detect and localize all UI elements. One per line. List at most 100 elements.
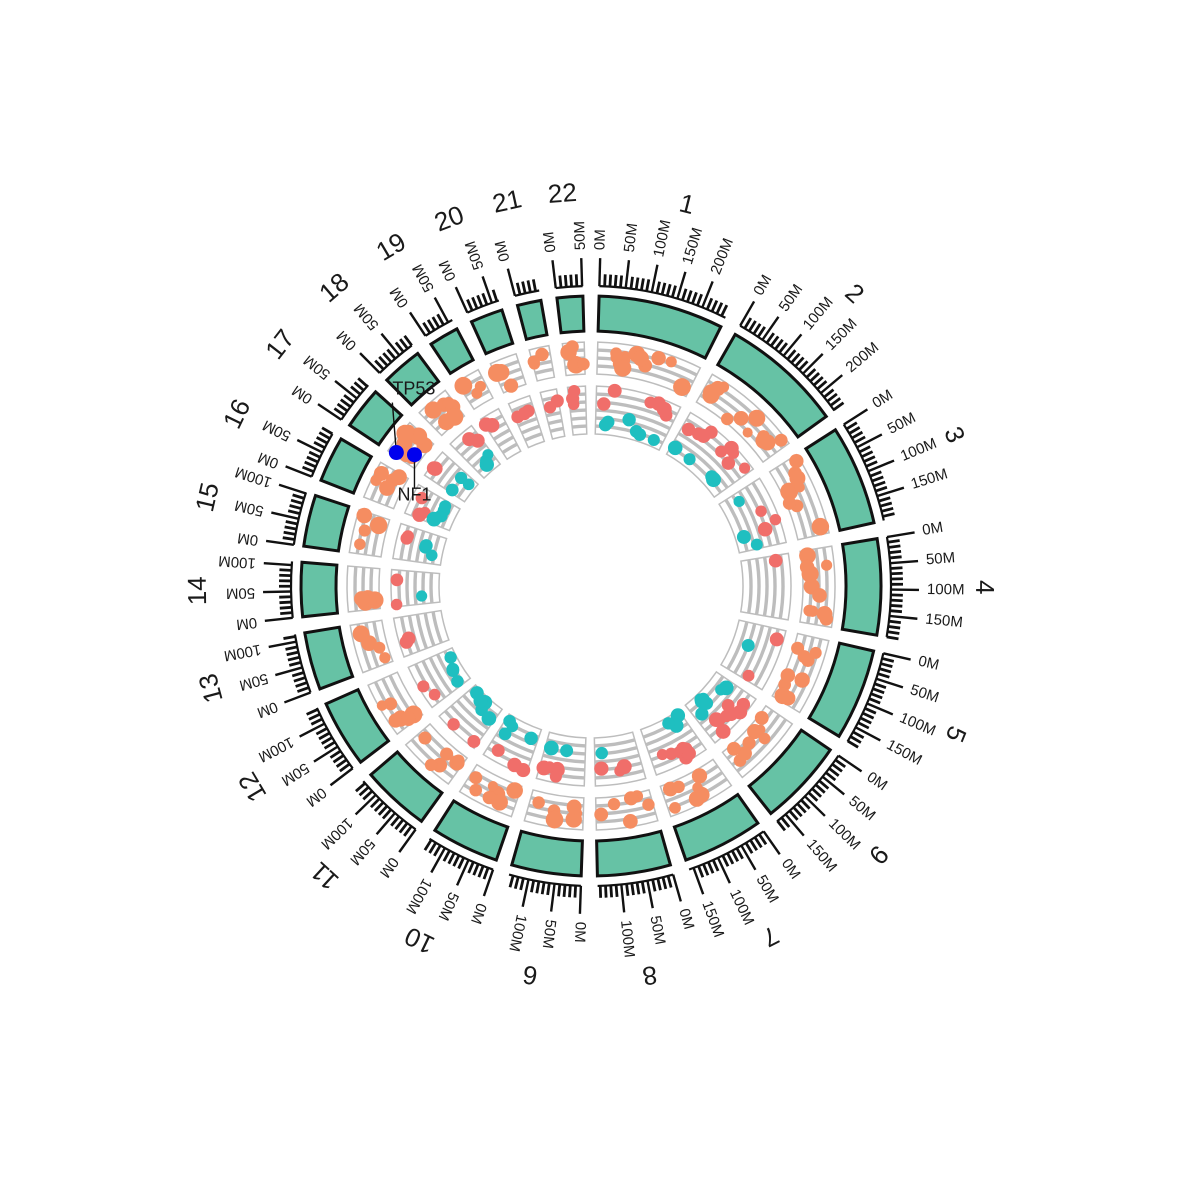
chr19-label: 19 [371, 226, 411, 267]
chr13-cnv-track-gridline [415, 614, 429, 650]
major-tick [646, 880, 654, 909]
minor-tick [871, 475, 884, 483]
minor-tick [645, 279, 651, 292]
tick-label: 150M [822, 315, 861, 354]
chr10-cnv-track [482, 713, 543, 778]
minor-tick [604, 885, 608, 898]
major-tick [521, 879, 530, 908]
tick-label: 0M [778, 856, 804, 883]
minor-tick [318, 431, 331, 440]
chr14-snv-track-gridline [353, 566, 359, 612]
tick-label: 0M [235, 614, 258, 633]
snv-point [391, 469, 407, 486]
snv-point [794, 672, 810, 688]
snv-point [527, 355, 540, 368]
loss-point [683, 453, 696, 466]
tick-label: 50M [462, 239, 488, 272]
snv-point [780, 482, 799, 501]
chr20-cnv-track-gridline [524, 432, 543, 442]
gain-point [768, 555, 780, 567]
minor-tick [321, 736, 333, 745]
minor-tick [807, 791, 819, 802]
chr4-ideogram [840, 536, 883, 637]
minor-tick [711, 859, 720, 872]
loss-point [481, 711, 497, 726]
minor-tick [691, 291, 698, 305]
loss-point [601, 415, 615, 429]
minor-tick [308, 712, 321, 721]
loss-point [426, 511, 442, 527]
chr22-snv-track [560, 340, 590, 377]
loss-point [462, 478, 475, 491]
chr16-cnv-track [403, 483, 462, 532]
snv-point [354, 538, 366, 550]
chr6-snv-track [523, 789, 585, 831]
chr21-cnv-track-gridline [545, 410, 561, 418]
minor-tick [877, 672, 890, 679]
gain-point [447, 718, 460, 731]
minor-tick [780, 816, 791, 828]
major-tick [740, 844, 757, 871]
major-tick [408, 311, 427, 337]
chr15-cnv-track-gridline [407, 528, 418, 561]
tick-label: 50M [621, 222, 641, 253]
chr14-snv-track-gridline [369, 567, 374, 610]
minor-tick [282, 536, 295, 541]
tick-label: 0M [289, 382, 316, 408]
minor-tick [660, 282, 667, 295]
minor-tick [888, 625, 901, 630]
minor-tick [381, 808, 392, 820]
minor-tick [369, 797, 381, 809]
snv-point [488, 363, 506, 382]
loss-point [706, 472, 721, 488]
chr6-ideogram [509, 829, 584, 878]
snv-point [737, 746, 752, 761]
minor-tick [308, 450, 321, 459]
chr19-cnv-track-gridline [497, 435, 515, 448]
minor-tick [686, 290, 693, 303]
loss-point [699, 696, 714, 710]
minor-tick [655, 281, 661, 294]
tick-label: 50M [539, 919, 559, 950]
major-tick [624, 260, 631, 289]
chr4-cnv-track-gridline [762, 556, 769, 617]
chr15-cnv-track [392, 522, 448, 566]
chr21-cnv-track-gridline [547, 418, 563, 426]
major-tick [837, 754, 863, 773]
gain-point [507, 757, 522, 773]
chr11-ideogram [368, 749, 445, 824]
chr5-label: 5 [940, 722, 973, 747]
minor-tick [670, 285, 677, 298]
chr1-cnv-track [594, 383, 682, 452]
chr22-cnv-track-gridline [571, 416, 587, 421]
snv-point [356, 507, 373, 524]
minor-tick [283, 530, 296, 536]
minor-tick [447, 852, 456, 865]
snv-point [799, 547, 816, 564]
tick-label: 50M [351, 300, 383, 333]
loss-point [662, 717, 675, 730]
chr19-snv-track [454, 368, 494, 411]
chr6-axis: 0M 50M 100M [505, 873, 589, 953]
gain-point [727, 447, 740, 459]
chr2-cnv-track-gridline [677, 431, 736, 485]
minor-tick [640, 881, 646, 894]
snv-point [665, 356, 677, 368]
chr6-cnv-track [535, 731, 587, 787]
minor-tick [291, 671, 305, 678]
chr7-snv-track [659, 758, 733, 818]
snv-point [577, 357, 590, 371]
minor-tick [472, 863, 480, 876]
minor-tick [857, 721, 870, 730]
chr6-label: 6 [521, 959, 540, 991]
snv-point [532, 796, 545, 809]
minor-tick [315, 727, 328, 736]
chr20-snv-track [488, 352, 527, 394]
gain-point [742, 669, 755, 682]
minor-tick [452, 854, 461, 867]
snv-point [440, 747, 454, 761]
minor-tick [546, 882, 551, 896]
chr16-snv-track [362, 461, 410, 510]
major-tick [263, 590, 292, 594]
minor-tick [355, 782, 366, 793]
